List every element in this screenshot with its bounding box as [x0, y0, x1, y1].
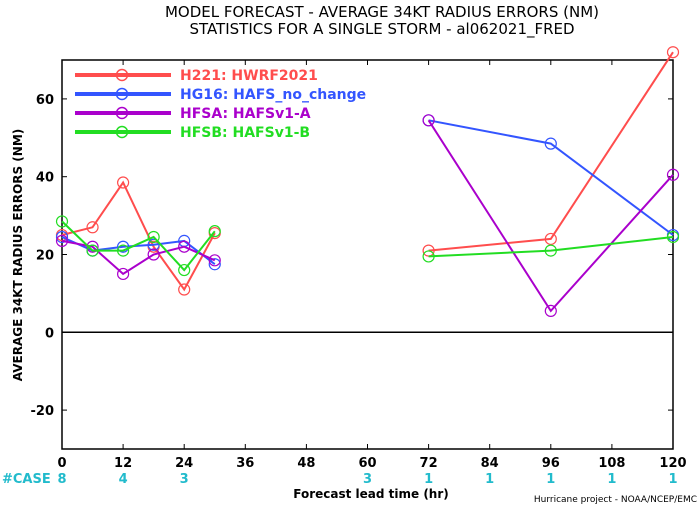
data-point	[208, 254, 221, 267]
data-point	[422, 114, 435, 127]
chart-title: MODEL FORECAST - AVERAGE 34KT RADIUS ERR…	[165, 3, 599, 21]
series-line	[427, 119, 674, 313]
legend-entry: HFSB: HAFSv1-B	[180, 125, 310, 141]
data-point	[666, 168, 680, 181]
data-point	[544, 244, 557, 257]
x-tick-label: 60	[358, 456, 376, 471]
case-count: 4	[119, 472, 128, 487]
x-axis-label: Forecast lead time (hr)	[293, 487, 449, 501]
data-point	[55, 234, 69, 247]
legend-marker	[115, 106, 129, 120]
y-tick-label: 40	[36, 171, 54, 186]
data-point	[544, 232, 557, 246]
data-point	[544, 137, 557, 150]
data-point	[147, 238, 160, 251]
series-line	[61, 180, 216, 292]
y-tick-label: 20	[36, 249, 54, 264]
series-4	[55, 215, 680, 277]
chart-subtitle: STATISTICS FOR A SINGLE STORM - al062021…	[189, 20, 574, 39]
x-tick-label: 36	[236, 456, 254, 471]
x-tick-label: 24	[175, 456, 193, 471]
case-count: 1	[546, 472, 555, 487]
data-point	[116, 176, 130, 189]
legend-marker	[115, 68, 129, 82]
series-line	[61, 220, 216, 272]
data-point	[86, 244, 99, 257]
data-point	[147, 248, 160, 261]
case-label: #CASE	[2, 472, 51, 487]
series-line	[428, 236, 674, 258]
case-count: 1	[424, 472, 433, 487]
x-tick-label: 0	[57, 456, 66, 471]
series-line	[428, 119, 674, 236]
y-tick-label: 0	[45, 326, 54, 341]
data-point	[666, 230, 680, 244]
data-point	[147, 230, 160, 244]
x-tick-label: 84	[481, 456, 499, 471]
series-1	[55, 46, 680, 296]
x-tick-label: 12	[114, 456, 132, 471]
data-point	[422, 250, 435, 263]
case-count: 8	[57, 472, 66, 487]
credit-text: Hurricane project - NOAA/NCEP/EMC	[534, 495, 697, 505]
x-tick-label: 72	[420, 456, 438, 471]
data-point	[208, 258, 221, 271]
legend: H221: HWRF2021 HG16: HAFS_no_change HFSA: …	[75, 68, 366, 141]
legend-entry: HG16: HAFS_no_change	[180, 87, 366, 103]
data-point	[178, 240, 191, 253]
series-3	[55, 114, 680, 318]
x-tick-label: 48	[297, 456, 315, 471]
data-point	[55, 230, 69, 244]
legend-entry: HFSA: HAFSv1-A	[180, 106, 311, 122]
case-count: 3	[180, 472, 189, 487]
legend-entry: H221: HWRF2021	[180, 68, 318, 84]
y-tick-label: 60	[36, 93, 54, 108]
data-point	[116, 267, 130, 281]
x-tick-label: 96	[542, 456, 560, 471]
x-tick-label: 108	[598, 456, 625, 471]
y-tick-label: -20	[31, 404, 55, 419]
series-group	[55, 46, 680, 318]
y-axis-label: AVERAGE 34KT RADIUS ERRORS (NM)	[11, 129, 25, 381]
legend-marker	[115, 87, 129, 101]
case-count: 1	[485, 472, 494, 487]
data-point	[178, 263, 191, 277]
data-point	[666, 46, 680, 59]
data-point	[544, 304, 557, 318]
case-count: 1	[668, 472, 677, 487]
x-tick-label: 120	[659, 456, 686, 471]
case-count: 1	[607, 472, 616, 487]
data-point	[55, 215, 69, 228]
series-line	[428, 51, 674, 252]
data-point	[86, 221, 99, 234]
data-point	[116, 244, 130, 257]
data-point	[116, 240, 130, 253]
case-count: 3	[363, 472, 372, 487]
legend-marker	[115, 125, 129, 139]
data-point	[178, 283, 191, 296]
data-point	[208, 225, 221, 238]
